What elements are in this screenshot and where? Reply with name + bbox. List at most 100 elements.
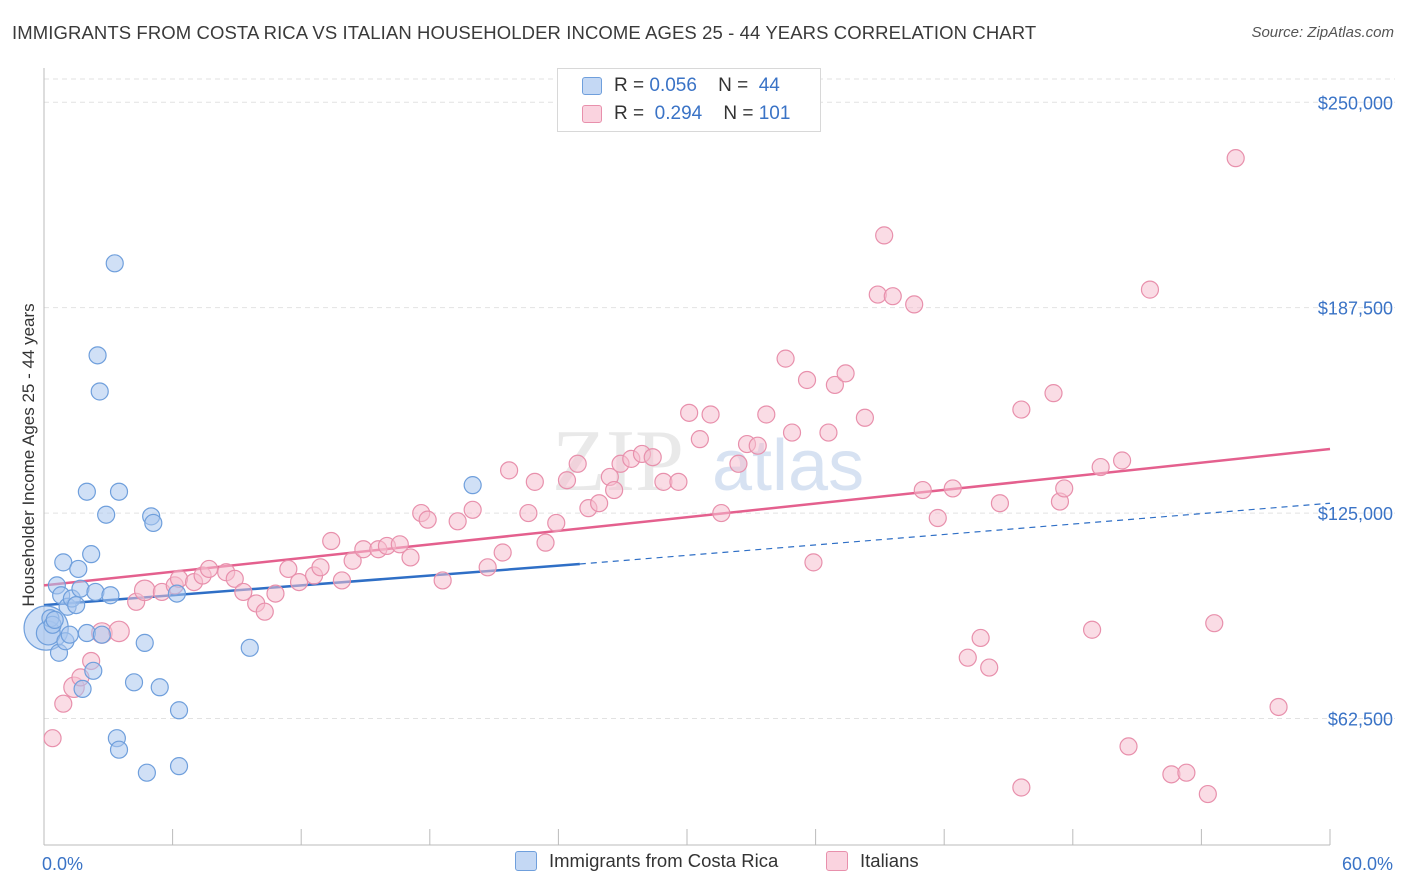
data-point — [225, 569, 244, 588]
bottom-legend-label: Italians — [860, 850, 919, 871]
data-point — [478, 558, 497, 577]
data-point — [776, 349, 795, 368]
data-point — [782, 423, 802, 442]
data-point — [990, 494, 1010, 513]
data-point — [169, 701, 189, 720]
y-tick-label: $62,500 — [1328, 709, 1393, 729]
data-point — [448, 512, 467, 531]
data-point — [1012, 400, 1031, 419]
data-point — [669, 472, 688, 491]
data-point — [71, 579, 90, 598]
data-point — [54, 694, 73, 713]
data-point — [1091, 457, 1110, 477]
data-point — [590, 494, 609, 513]
data-point — [199, 559, 219, 579]
y-axis-label: Householder Income Ages 25 - 44 years — [19, 303, 38, 606]
legend-row-italians: R = 0.294 N = 101 — [582, 100, 790, 128]
data-point — [690, 430, 709, 449]
data-point — [167, 584, 186, 603]
source-label: Source: ZipAtlas.com — [1251, 24, 1394, 41]
data-point — [463, 476, 482, 495]
data-point — [547, 513, 566, 533]
data-point — [60, 625, 79, 644]
data-point — [266, 584, 285, 603]
legend-n-label: N = — [718, 75, 749, 96]
bottom-legend-swatch-pink — [826, 851, 848, 871]
y-tick-label: $250,000 — [1318, 93, 1393, 113]
legend-r-label: R = — [614, 103, 645, 124]
data-point — [289, 572, 309, 592]
data-point — [804, 553, 823, 572]
data-point — [883, 287, 902, 306]
legend-r-value: 0.294 — [654, 103, 703, 124]
data-point — [109, 482, 129, 501]
data-point — [433, 571, 452, 590]
data-point — [90, 382, 109, 401]
data-point — [135, 633, 154, 652]
data-point — [797, 370, 817, 390]
data-point — [108, 620, 130, 643]
x-tick-labels: 0.0% 60.0% — [42, 854, 1393, 874]
data-point — [819, 423, 838, 442]
data-point — [279, 559, 298, 579]
data-point — [390, 535, 409, 554]
data-point — [88, 346, 107, 365]
data-point — [77, 482, 96, 501]
data-point — [86, 582, 105, 602]
data-point — [525, 472, 544, 491]
data-point — [1198, 784, 1217, 804]
data-point — [500, 461, 519, 480]
y-tick-labels: $62,500 $125,000 $187,500 $250,000 — [1318, 93, 1393, 729]
data-point — [463, 500, 482, 519]
data-point — [980, 658, 999, 677]
data-point — [712, 503, 731, 523]
data-point — [913, 480, 932, 500]
data-point — [92, 625, 111, 644]
bottom-legend-swatch-blue — [515, 851, 537, 871]
data-point — [69, 559, 88, 579]
data-point — [137, 763, 156, 782]
data-point — [958, 648, 977, 667]
data-point — [825, 375, 844, 395]
data-point — [43, 729, 62, 748]
legend-swatch-pink — [582, 105, 602, 123]
legend-r-label: R = — [614, 75, 645, 96]
data-point — [1044, 384, 1063, 403]
data-point — [868, 285, 887, 304]
data-point — [84, 661, 103, 680]
data-point — [45, 610, 64, 629]
data-point — [855, 408, 874, 427]
x-tick-label: 60.0% — [1342, 854, 1393, 874]
data-point — [1177, 763, 1196, 782]
legend-n-value: 101 — [758, 103, 791, 124]
data-point — [82, 545, 101, 564]
data-point — [240, 638, 259, 657]
data-point — [73, 679, 92, 698]
bottom-legend-italians: Italians — [826, 850, 919, 872]
data-points — [23, 149, 1288, 804]
legend-n-label: N = — [723, 103, 754, 124]
data-point — [54, 553, 73, 572]
data-point — [401, 548, 420, 567]
data-point — [536, 533, 555, 552]
data-point — [97, 505, 116, 524]
data-point — [928, 508, 947, 528]
data-point — [971, 628, 990, 648]
data-point — [568, 454, 587, 473]
trend-line-costa-rica-extrapolated — [579, 502, 1331, 565]
data-point — [105, 254, 124, 273]
data-point — [169, 757, 189, 776]
legend-n-value: 44 — [758, 75, 780, 96]
data-point — [875, 226, 894, 245]
data-point — [67, 595, 86, 615]
data-point — [1012, 778, 1031, 797]
data-point — [701, 405, 720, 424]
data-point — [1119, 737, 1138, 756]
y-tick-label: $125,000 — [1318, 504, 1393, 524]
legend-row-costa-rica: R = 0.056 N = 44 — [582, 72, 780, 100]
data-point — [418, 510, 437, 529]
data-point — [343, 551, 362, 570]
data-point — [1055, 479, 1074, 498]
data-point — [1082, 620, 1102, 639]
chart-title: IMMIGRANTS FROM COSTA RICA VS ITALIAN HO… — [12, 22, 1037, 43]
